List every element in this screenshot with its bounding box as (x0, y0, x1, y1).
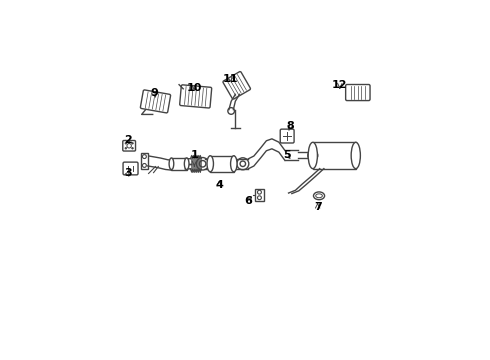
Bar (255, 189, 264, 201)
Bar (141, 153, 148, 168)
Text: 7: 7 (314, 202, 321, 212)
Bar (313, 142, 356, 168)
Text: 9: 9 (150, 88, 158, 98)
Ellipse shape (184, 158, 189, 170)
Text: 11: 11 (222, 74, 238, 84)
Ellipse shape (351, 142, 360, 168)
FancyBboxPatch shape (223, 72, 250, 99)
Circle shape (132, 143, 133, 144)
Ellipse shape (231, 156, 237, 172)
Text: 6: 6 (245, 196, 252, 206)
Circle shape (132, 148, 133, 149)
FancyBboxPatch shape (123, 162, 138, 175)
Bar (172, 158, 187, 170)
Circle shape (125, 148, 126, 149)
Text: 3: 3 (124, 168, 132, 179)
Text: 2: 2 (124, 135, 132, 145)
Bar (210, 156, 234, 172)
Circle shape (258, 196, 261, 200)
Ellipse shape (169, 158, 174, 170)
Circle shape (258, 190, 261, 194)
FancyBboxPatch shape (123, 140, 136, 151)
Text: 12: 12 (332, 80, 347, 90)
Circle shape (228, 108, 235, 114)
Text: 1: 1 (191, 150, 198, 166)
FancyBboxPatch shape (280, 129, 294, 143)
FancyBboxPatch shape (345, 85, 370, 100)
Circle shape (308, 150, 318, 161)
Ellipse shape (308, 142, 318, 168)
Ellipse shape (207, 156, 214, 172)
Ellipse shape (314, 192, 324, 200)
FancyBboxPatch shape (180, 85, 212, 108)
FancyBboxPatch shape (141, 90, 171, 113)
Ellipse shape (316, 194, 322, 198)
Circle shape (240, 161, 245, 167)
Circle shape (143, 163, 147, 167)
Text: 8: 8 (286, 121, 294, 131)
Circle shape (125, 143, 126, 144)
Circle shape (237, 158, 249, 170)
Circle shape (143, 155, 147, 158)
Circle shape (196, 158, 209, 170)
Circle shape (199, 161, 206, 167)
Circle shape (127, 144, 131, 148)
Text: 4: 4 (215, 180, 223, 190)
Text: 10: 10 (187, 82, 202, 93)
Circle shape (311, 153, 315, 158)
Text: 5: 5 (283, 150, 291, 161)
